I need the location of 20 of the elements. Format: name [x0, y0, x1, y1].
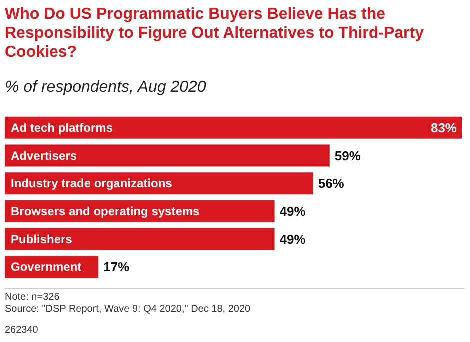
- text: Note: n=326: [5, 292, 60, 303]
- y-tick-label: Advertisers: [11, 148, 78, 163]
- y-tick-label: Government: [11, 260, 82, 274]
- data-label: 17%: [104, 260, 130, 275]
- source-note: Source: "DSP Report, Wave 9: Q4 2020," Dec 18, 2020: [5, 304, 251, 315]
- chart-title: Who Do US Programmatic Buyers Believe Has the Responsibility to Figure Out Alternatives to Third-Party Cookies?: [5, 5, 426, 62]
- y-tick-label: Browsers and operating systems: [11, 204, 200, 218]
- bar: [5, 116, 462, 139]
- bar: [5, 228, 275, 250]
- data-label: 59%: [334, 148, 362, 164]
- y-tick-label: Industry trade organizations: [11, 176, 173, 191]
- y-tick-label: Ad tech platforms: [11, 120, 114, 135]
- data-label: 83%: [430, 120, 458, 136]
- y-tick-label: Publishers: [11, 232, 73, 246]
- data-label: 49%: [280, 232, 306, 247]
- chart-subtitle: % of respondents, Aug 2020: [5, 79, 206, 97]
- text: 262340: [5, 325, 38, 336]
- data-label: 49%: [280, 204, 306, 219]
- bar: [5, 144, 330, 167]
- data-label: 56%: [318, 176, 345, 192]
